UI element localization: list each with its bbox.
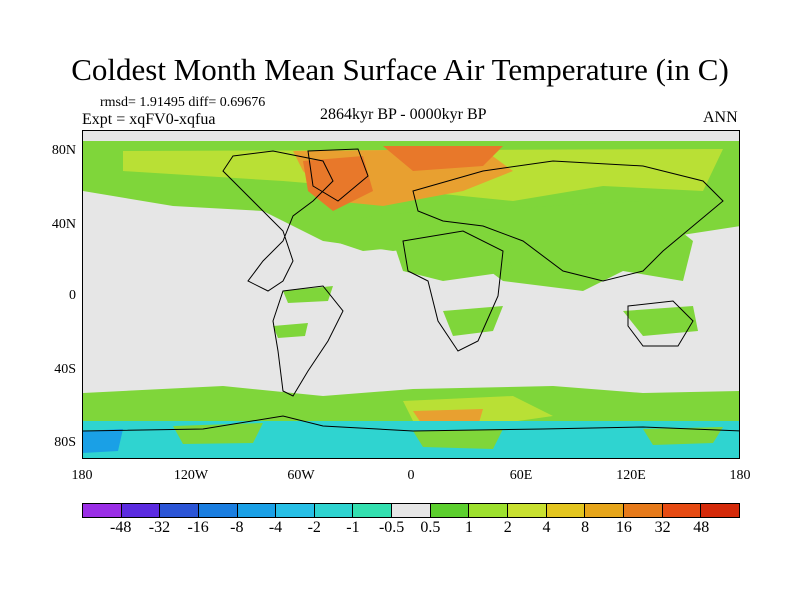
colorbar-label: 4 [542,519,551,536]
antarctic-blue-spots [83,429,123,453]
sahara-green [393,236,513,281]
colorbar-swatch [276,504,315,517]
colorbar-swatch [392,504,431,517]
colorbar-label: 8 [581,519,590,536]
chart-title: Coldest Month Mean Surface Air Temperatu… [71,52,729,87]
lat-label-40n: 40N [51,217,76,232]
lat-label-40s: 40S [54,362,76,377]
colorbar-label: 1 [465,519,474,536]
colorbar-swatch [508,504,547,517]
colorbar-swatch [121,504,161,517]
barents-orange [383,146,503,171]
tropics-patch [283,286,333,303]
coastline-eurasia [412,160,724,282]
colorbar-label: -4 [268,519,283,536]
colorbar-label: -48 [110,519,132,536]
colorbar-label: -32 [148,519,171,536]
colorbar-label: -2 [307,519,321,536]
colorbar-label: 16 [615,519,632,536]
season-label: ANN [703,109,738,126]
colorbar-swatch [469,504,509,517]
expt-label: Expt = xqFV0-xqfua [82,111,216,128]
coastline-antarctica [83,415,739,432]
lat-label-80s: 80S [54,435,76,450]
colorbar-swatch [237,504,277,517]
colorbar-label: -1 [346,519,360,536]
colorbar-label: 2 [503,519,512,536]
colorbar-swatch [430,504,470,517]
colorbar-swatch [623,504,663,517]
temperature-anomaly-map [83,131,739,458]
coastline-australia [627,300,694,347]
south-america-patch [273,323,308,338]
colorbar-label: 0.5 [420,519,441,536]
lon-label-180w: 180 [71,468,93,483]
colorbar-label: -8 [230,519,244,536]
australia-green [623,306,698,336]
colorbar-label: -0.5 [378,519,405,536]
coastline-south-america [272,285,344,397]
lon-label-120e: 120E [616,468,646,483]
antarctic-green-patches [173,423,723,449]
colorbar-swatch [314,504,354,517]
eurasia-green [463,201,693,291]
greenland-warm [303,156,373,211]
colorbar-label: -16 [187,519,209,536]
lon-label-0: 0 [407,468,415,483]
colorbar-swatch [546,504,586,517]
colorbar-swatch [83,504,122,517]
coastline-africa [402,230,504,352]
coastline-north-america [222,150,334,292]
colorbar-swatch [353,504,393,517]
lat-label-80n: 80N [51,143,76,158]
lon-label-60e: 60E [509,468,533,483]
lat-label-0: 0 [69,288,76,303]
colorbar-swatch [198,504,238,517]
colorbar-swatch [160,504,199,517]
colorbar-label: 48 [693,519,710,536]
map-plot [82,130,740,459]
colorbar-swatch [701,504,739,517]
colorbar-swatch [662,504,702,517]
colorbar-label: 32 [654,519,671,536]
colorbar-swatch [585,504,624,517]
rmsd-stat: rmsd= 1.91495 diff= 0.69676 [100,95,266,110]
period-label: 2864kyr BP - 0000kyr BP [320,106,487,123]
lon-label-120w: 120W [173,468,209,483]
africa-south-green [443,306,503,336]
lon-label-60w: 60W [287,468,315,483]
coastline-greenland [307,148,369,202]
lon-label-180e: 180 [729,468,751,483]
colorbar [82,503,740,518]
